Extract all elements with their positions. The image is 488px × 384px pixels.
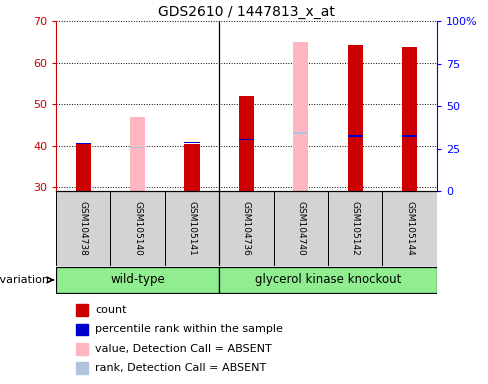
Bar [130, 117, 145, 191]
Text: glycerol kinase knockout: glycerol kinase knockout [255, 273, 401, 286]
Bar [76, 362, 88, 374]
Text: GSM104738: GSM104738 [79, 201, 88, 256]
Bar [239, 96, 254, 191]
Bar [293, 42, 308, 191]
Bar [76, 343, 88, 355]
Bar [76, 304, 88, 316]
Bar [239, 139, 254, 140]
Text: rank, Detection Call = ABSENT: rank, Detection Call = ABSENT [95, 363, 266, 373]
Bar [219, 191, 274, 266]
Bar [402, 47, 417, 191]
Bar [56, 191, 110, 266]
Bar [184, 144, 200, 191]
Text: GSM104736: GSM104736 [242, 201, 251, 256]
Bar [184, 142, 200, 143]
Text: GSM104740: GSM104740 [296, 201, 305, 256]
Bar [347, 45, 363, 191]
Text: GSM105144: GSM105144 [405, 201, 414, 256]
Title: GDS2610 / 1447813_x_at: GDS2610 / 1447813_x_at [158, 5, 335, 19]
Bar [76, 144, 91, 191]
Bar [328, 191, 383, 266]
Text: wild-type: wild-type [110, 273, 165, 286]
Text: count: count [95, 305, 127, 315]
Text: GSM105142: GSM105142 [351, 201, 360, 256]
Bar [76, 324, 88, 335]
Bar [347, 135, 363, 137]
Text: GSM105140: GSM105140 [133, 201, 142, 256]
Text: genotype/variation: genotype/variation [0, 275, 49, 285]
Bar [402, 135, 417, 137]
Text: value, Detection Call = ABSENT: value, Detection Call = ABSENT [95, 344, 272, 354]
Bar [165, 191, 219, 266]
Bar [76, 143, 91, 144]
Text: GSM105141: GSM105141 [187, 201, 197, 256]
Bar [56, 266, 219, 293]
Bar [130, 147, 145, 148]
Bar [293, 132, 308, 134]
Bar [219, 266, 437, 293]
Bar [110, 191, 165, 266]
Text: percentile rank within the sample: percentile rank within the sample [95, 324, 283, 334]
Bar [383, 191, 437, 266]
Bar [274, 191, 328, 266]
